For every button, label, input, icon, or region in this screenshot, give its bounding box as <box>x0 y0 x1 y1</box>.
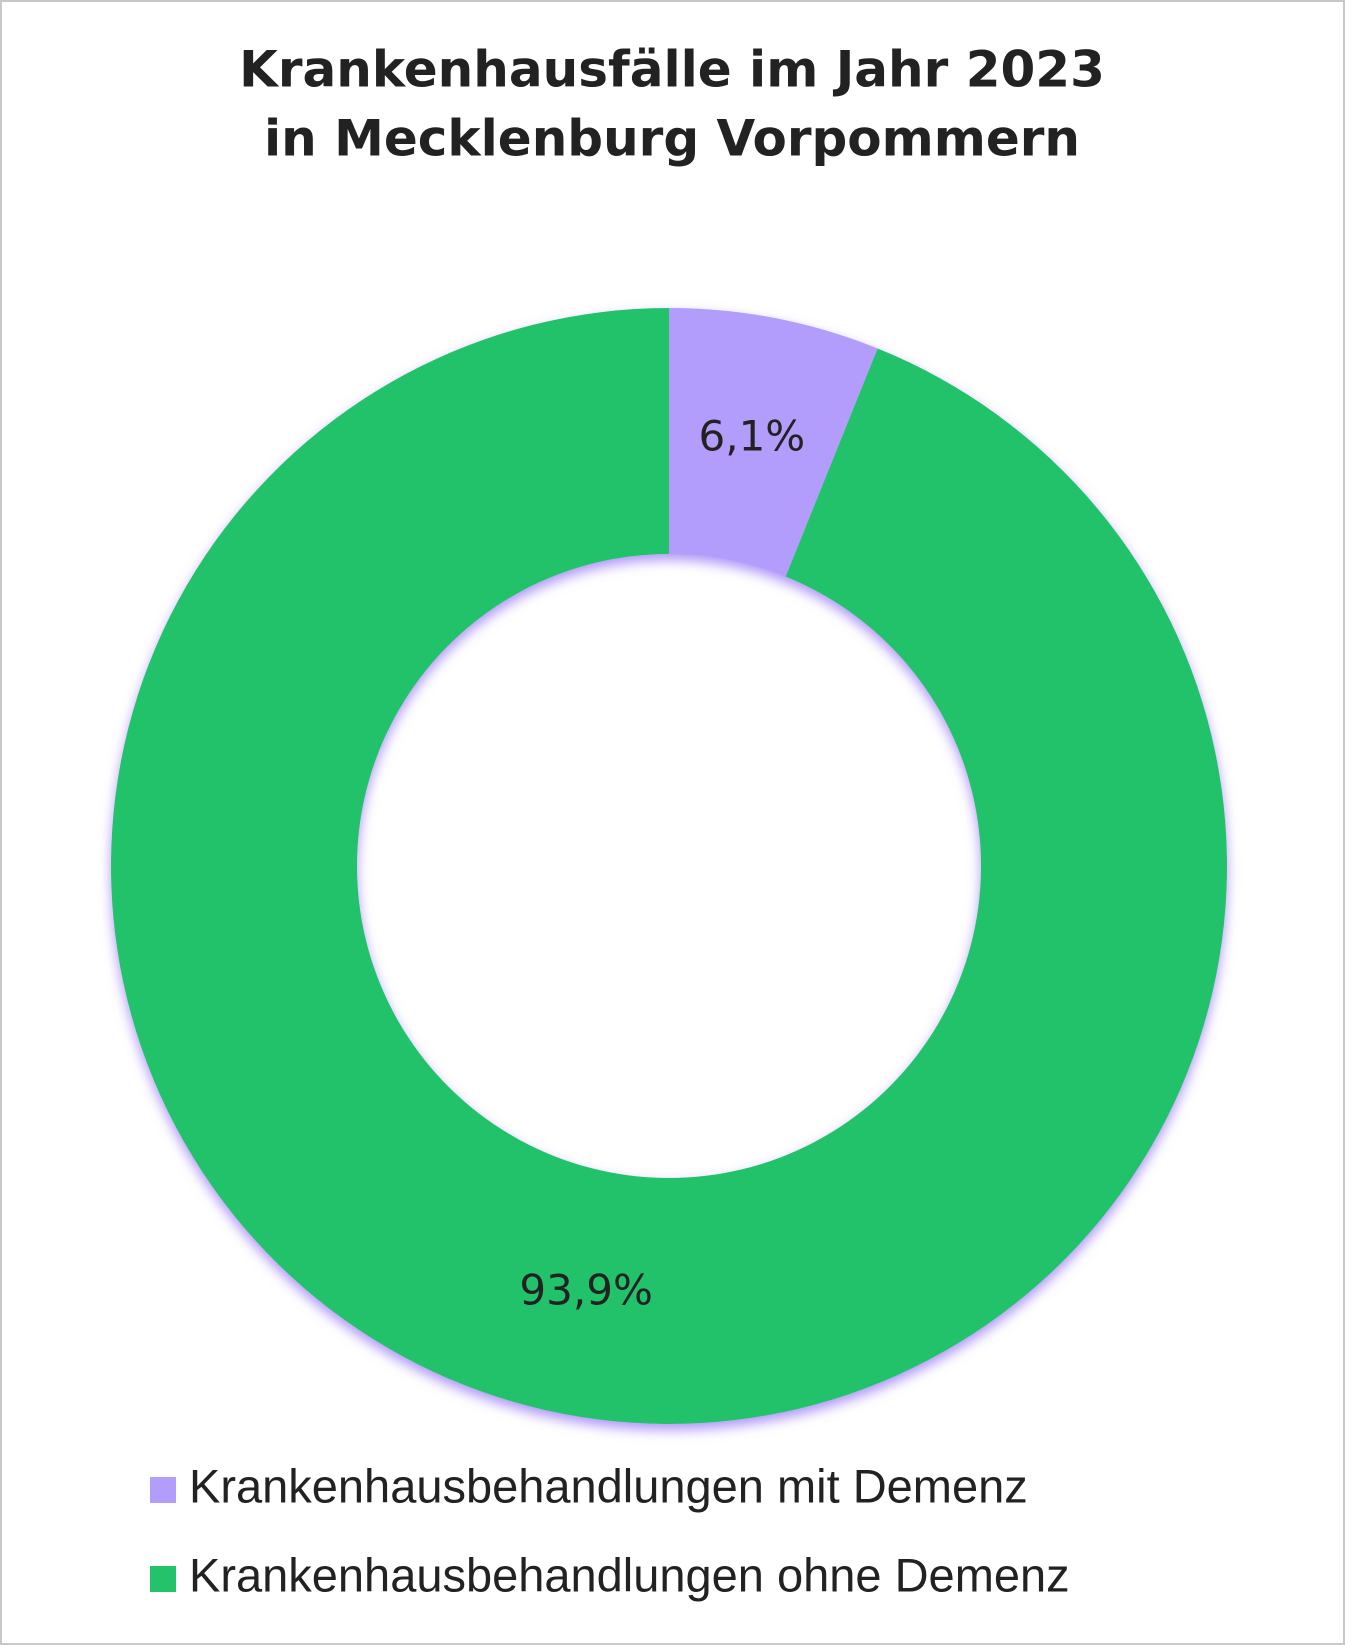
value-label: 93,9% <box>519 1266 652 1315</box>
donut-slice <box>669 308 878 577</box>
donut-slice <box>111 308 1228 1424</box>
legend-swatch <box>150 1477 176 1503</box>
legend-label: Krankenhausbehandlungen mit Demenz <box>189 1459 1028 1512</box>
chart-title: in Mecklenburg Vorpommern <box>264 110 1080 168</box>
chart-title: Krankenhausfälle im Jahr 2023 <box>239 41 1105 99</box>
value-label: 6,1% <box>699 411 806 460</box>
legend-label: Krankenhausbehandlungen ohne Demenz <box>189 1548 1070 1601</box>
legend-swatch <box>150 1566 176 1592</box>
ring <box>111 308 1228 1424</box>
